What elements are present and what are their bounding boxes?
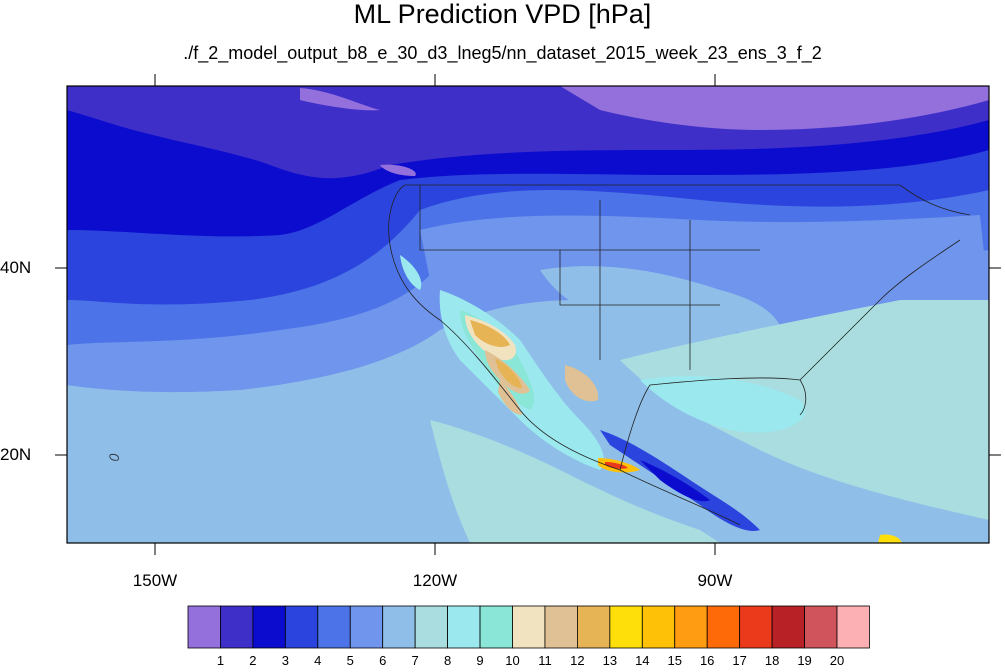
colorbar-swatch xyxy=(512,605,546,649)
colorbar-label: 8 xyxy=(443,653,452,668)
colorbar-label: 2 xyxy=(249,653,257,668)
colorbar-label: 18 xyxy=(764,653,780,668)
colorbar-label: 7 xyxy=(411,653,419,668)
colorbar-label: 20 xyxy=(829,653,845,668)
colorbar-swatch xyxy=(349,605,384,649)
colorbar-swatch xyxy=(284,605,319,649)
colorbar-label: 9 xyxy=(476,653,484,668)
colorbar-swatch xyxy=(479,605,513,649)
colorbar-swatch xyxy=(220,605,254,649)
lon-label-90w: 90W xyxy=(697,571,733,590)
colorbar-label: 5 xyxy=(346,653,354,668)
colorbar-label: 1 xyxy=(216,653,225,668)
colorbar-swatch xyxy=(739,605,773,649)
colorbar-swatch xyxy=(641,605,676,649)
colorbar-swatch xyxy=(382,605,416,649)
colorbar-swatch xyxy=(544,605,578,649)
colorbar-label: 13 xyxy=(602,653,618,668)
colorbar-label: 15 xyxy=(667,653,682,668)
colorbar-swatch xyxy=(836,605,870,649)
colorbar-label: 11 xyxy=(538,653,552,668)
colorbar-swatch xyxy=(706,605,741,649)
lon-label-150w: 150W xyxy=(132,571,178,590)
map-subtitle: ./f_2_model_output_b8_e_30_d3_lneg5/nn_d… xyxy=(183,43,822,63)
colorbar-label: 4 xyxy=(314,653,322,668)
colorbar-label: 17 xyxy=(732,653,747,668)
map-title: ML Prediction VPD [hPa] xyxy=(353,0,652,29)
colorbar-label: 3 xyxy=(281,653,289,668)
lon-label-120w: 120W xyxy=(412,571,458,590)
colorbar-swatch xyxy=(609,605,643,649)
colorbar-swatch xyxy=(577,605,611,649)
colorbar-label: 6 xyxy=(379,653,387,668)
colorbar-swatch xyxy=(414,605,448,649)
colorbar-swatch xyxy=(804,605,838,649)
lat-label-20n: 20N xyxy=(0,445,32,464)
colorbar-swatch xyxy=(447,605,481,649)
colorbar-label: 16 xyxy=(699,653,715,668)
colorbar-swatch xyxy=(771,605,805,649)
vpd-field xyxy=(67,86,989,543)
colorbar-swatch xyxy=(674,605,708,649)
coastlines xyxy=(109,184,971,526)
colorbar-label: 19 xyxy=(797,653,812,668)
axis-ticks xyxy=(55,74,1001,555)
colorbar-label: 12 xyxy=(570,653,585,668)
colorbar-swatch xyxy=(317,605,351,649)
colorbar-swatch xyxy=(187,605,221,649)
colorbar-swatch xyxy=(252,605,286,649)
colorbar xyxy=(187,605,870,649)
colorbar-label: 10 xyxy=(505,653,520,668)
map-frame xyxy=(66,85,990,544)
colorbar-label: 14 xyxy=(635,653,650,668)
lat-label-40n: 40N xyxy=(0,258,32,277)
